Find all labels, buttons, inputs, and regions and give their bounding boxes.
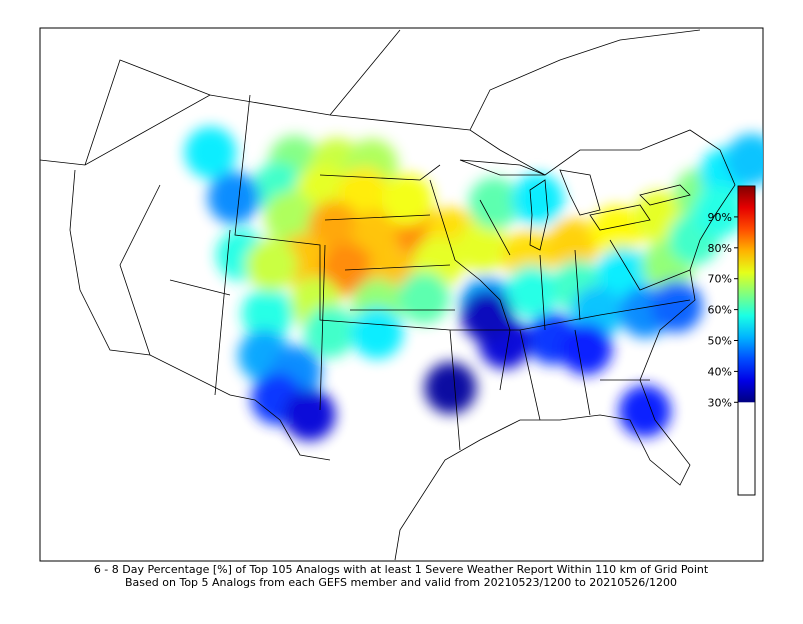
probability-cell [397, 271, 450, 324]
us-border [40, 94, 736, 561]
probability-field [184, 126, 763, 441]
probability-cell [338, 166, 391, 219]
great-lakes [459, 159, 691, 251]
probability-cell [352, 208, 405, 261]
probability-cell [207, 171, 260, 224]
probability-cell [546, 218, 599, 271]
probability-cell [241, 287, 294, 340]
probability-cell [596, 246, 649, 299]
probability-cell [560, 322, 613, 375]
probability-cell [424, 361, 477, 414]
colorbar-tick-label: 40% [708, 365, 732, 378]
probability-cell [511, 173, 564, 226]
probability-cell [264, 191, 317, 244]
probability-cell [468, 177, 521, 230]
probability-cell [505, 265, 558, 318]
colorbar-tick-label: 70% [708, 273, 732, 286]
state-lines [119, 94, 691, 451]
caption-line: Based on Top 5 Analogs from each GEFS me… [125, 576, 677, 589]
probability-cell [283, 388, 336, 441]
probability-cell [650, 280, 703, 333]
probability-cell [303, 305, 356, 358]
colorbar-tick-label: 90% [708, 211, 732, 224]
geography [40, 29, 736, 561]
probability-cell [693, 185, 746, 238]
caption-line: 6 - 8 Day Percentage [%] of Top 105 Anal… [94, 563, 709, 576]
probability-cell [725, 133, 763, 186]
probability-cell [590, 205, 643, 258]
colorbar-tick-label: 30% [708, 396, 732, 409]
probability-cell [321, 243, 374, 296]
colorbar-tick-label: 50% [708, 335, 732, 348]
colorbar-fill [738, 186, 755, 403]
colorbar-tick-label: 80% [708, 242, 732, 255]
probability-cell [351, 306, 404, 359]
probability-cell [184, 126, 237, 179]
probability-cell [308, 200, 361, 253]
colorbar-tick-label: 60% [708, 304, 732, 317]
canada-border [84, 29, 701, 166]
probability-cell [245, 238, 298, 291]
probability-cell [461, 290, 514, 343]
probability-cell [381, 173, 434, 226]
probability-cell [456, 220, 509, 273]
